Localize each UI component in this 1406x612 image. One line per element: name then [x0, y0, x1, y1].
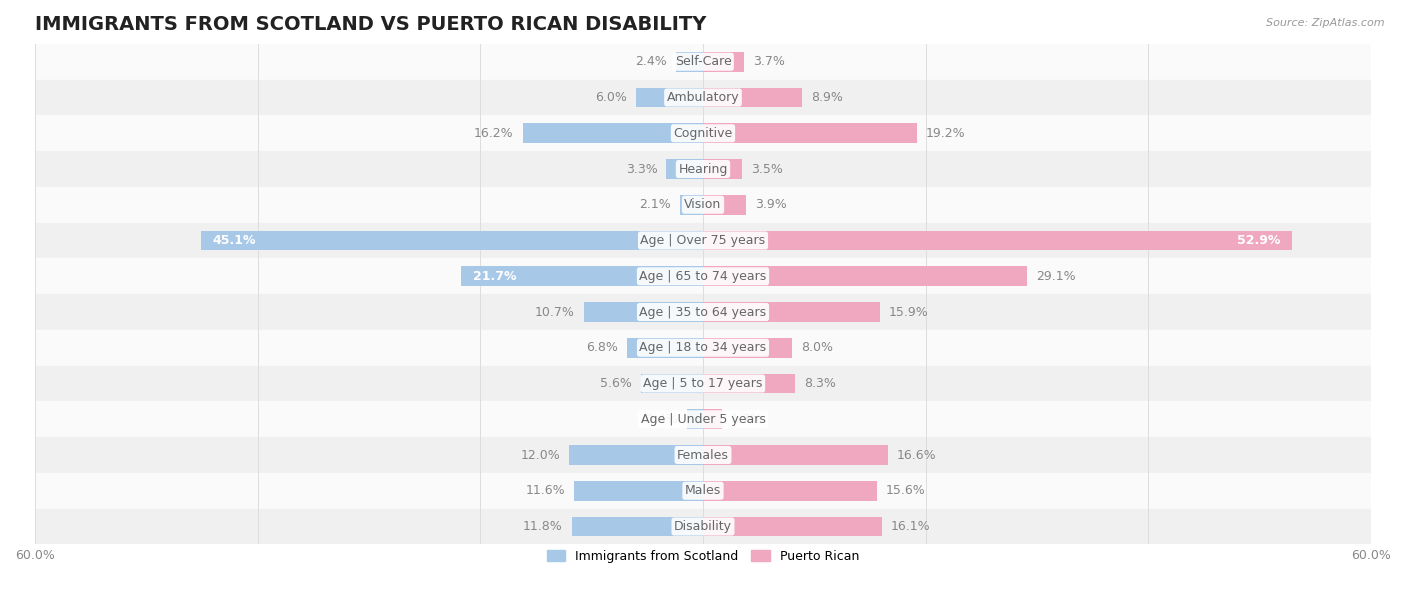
Text: Females: Females [678, 449, 728, 461]
Bar [35, 80, 1371, 116]
Text: 15.6%: 15.6% [886, 484, 925, 498]
Text: 16.1%: 16.1% [891, 520, 931, 533]
Text: 45.1%: 45.1% [212, 234, 256, 247]
Text: Source: ZipAtlas.com: Source: ZipAtlas.com [1267, 18, 1385, 28]
Bar [703, 88, 801, 107]
Text: 12.0%: 12.0% [520, 449, 561, 461]
Bar [703, 52, 744, 72]
Text: 1.4%: 1.4% [647, 412, 679, 426]
Text: 15.9%: 15.9% [889, 305, 929, 318]
Bar [574, 481, 703, 501]
Text: Disability: Disability [673, 520, 733, 533]
Bar [523, 124, 703, 143]
Bar [703, 409, 721, 429]
Bar [666, 159, 703, 179]
Text: 8.9%: 8.9% [811, 91, 842, 104]
Bar [201, 231, 703, 250]
Bar [35, 437, 1371, 473]
Text: IMMIGRANTS FROM SCOTLAND VS PUERTO RICAN DISABILITY: IMMIGRANTS FROM SCOTLAND VS PUERTO RICAN… [35, 15, 706, 34]
Bar [35, 116, 1371, 151]
Text: Age | Under 5 years: Age | Under 5 years [641, 412, 765, 426]
Text: Age | Over 75 years: Age | Over 75 years [641, 234, 765, 247]
Bar [627, 338, 703, 357]
Bar [703, 338, 792, 357]
Text: 2.4%: 2.4% [636, 55, 668, 69]
Text: 2.1%: 2.1% [638, 198, 671, 211]
Text: 29.1%: 29.1% [1036, 270, 1076, 283]
Text: Ambulatory: Ambulatory [666, 91, 740, 104]
Bar [703, 302, 880, 322]
Bar [703, 195, 747, 215]
Bar [35, 151, 1371, 187]
Bar [679, 195, 703, 215]
Text: 10.7%: 10.7% [536, 305, 575, 318]
Text: 52.9%: 52.9% [1237, 234, 1281, 247]
Text: 1.7%: 1.7% [731, 412, 762, 426]
Text: 3.3%: 3.3% [626, 163, 658, 176]
Text: 6.0%: 6.0% [595, 91, 627, 104]
Bar [703, 159, 742, 179]
Bar [35, 223, 1371, 258]
Bar [35, 509, 1371, 545]
Bar [35, 330, 1371, 365]
Bar [641, 374, 703, 394]
Text: Self-Care: Self-Care [675, 55, 731, 69]
Bar [35, 187, 1371, 223]
Text: 11.8%: 11.8% [523, 520, 562, 533]
Bar [569, 445, 703, 465]
Bar [636, 88, 703, 107]
Legend: Immigrants from Scotland, Puerto Rican: Immigrants from Scotland, Puerto Rican [541, 545, 865, 568]
Bar [35, 401, 1371, 437]
Bar [703, 124, 917, 143]
Bar [703, 445, 887, 465]
Text: 3.7%: 3.7% [754, 55, 785, 69]
Text: Males: Males [685, 484, 721, 498]
Bar [35, 258, 1371, 294]
Text: Cognitive: Cognitive [673, 127, 733, 140]
Bar [35, 294, 1371, 330]
Bar [703, 481, 877, 501]
Text: 16.2%: 16.2% [474, 127, 513, 140]
Bar [35, 473, 1371, 509]
Text: 5.6%: 5.6% [600, 377, 631, 390]
Text: Age | 18 to 34 years: Age | 18 to 34 years [640, 341, 766, 354]
Text: Hearing: Hearing [678, 163, 728, 176]
Bar [461, 266, 703, 286]
Bar [688, 409, 703, 429]
Text: 21.7%: 21.7% [472, 270, 516, 283]
Text: 8.3%: 8.3% [804, 377, 837, 390]
Bar [583, 302, 703, 322]
Text: 11.6%: 11.6% [526, 484, 565, 498]
Text: 19.2%: 19.2% [925, 127, 966, 140]
Text: 8.0%: 8.0% [801, 341, 832, 354]
Bar [703, 266, 1026, 286]
Bar [703, 517, 882, 536]
Text: Age | 65 to 74 years: Age | 65 to 74 years [640, 270, 766, 283]
Bar [703, 231, 1292, 250]
Text: 3.9%: 3.9% [755, 198, 787, 211]
Text: 6.8%: 6.8% [586, 341, 619, 354]
Bar [703, 374, 796, 394]
Bar [35, 365, 1371, 401]
Text: Age | 5 to 17 years: Age | 5 to 17 years [644, 377, 762, 390]
Text: 16.6%: 16.6% [897, 449, 936, 461]
Text: Vision: Vision [685, 198, 721, 211]
Text: Age | 35 to 64 years: Age | 35 to 64 years [640, 305, 766, 318]
Bar [35, 44, 1371, 80]
Bar [676, 52, 703, 72]
Text: 3.5%: 3.5% [751, 163, 783, 176]
Bar [572, 517, 703, 536]
